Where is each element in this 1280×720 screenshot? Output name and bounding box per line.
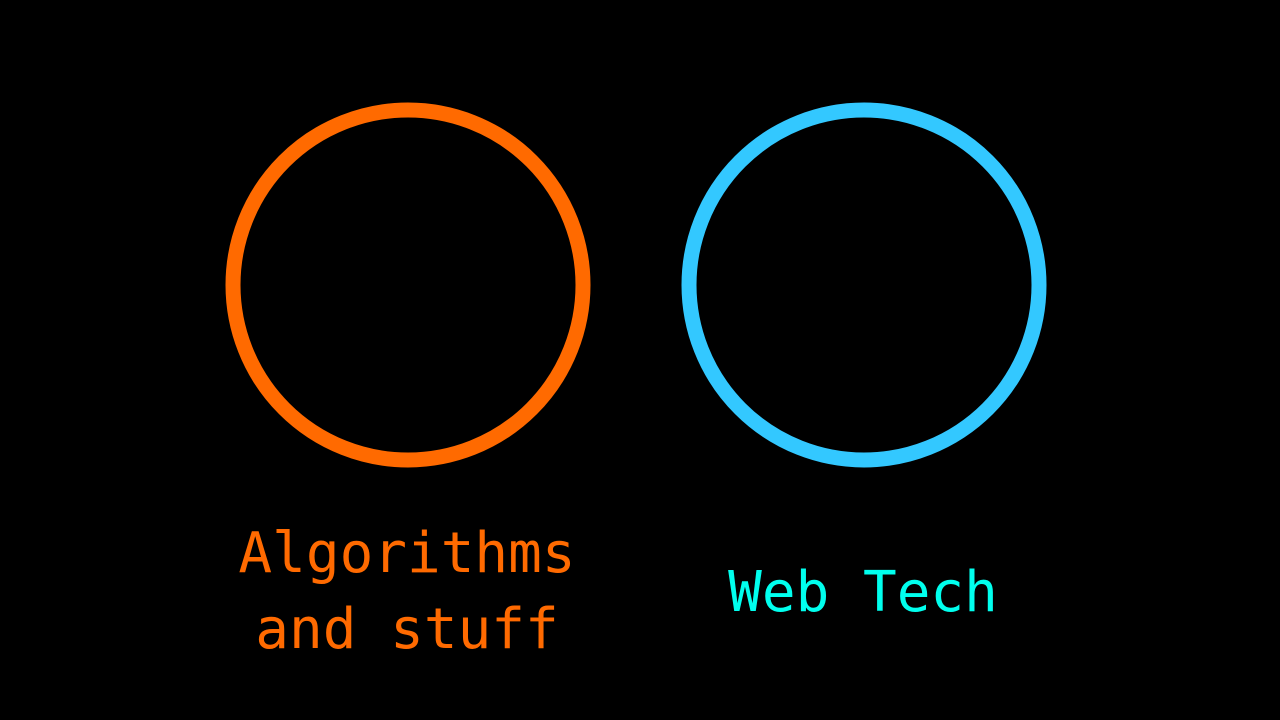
right-circle	[681, 102, 1047, 468]
left-circle-label: Algorithms and stuff	[157, 516, 657, 668]
left-label-line-2: and stuff	[255, 597, 559, 662]
right-circle-label: Web Tech	[613, 555, 1113, 631]
left-label-line-1: Algorithms	[238, 521, 576, 586]
right-label-line-1: Web Tech	[728, 560, 998, 625]
left-circle	[225, 102, 591, 468]
